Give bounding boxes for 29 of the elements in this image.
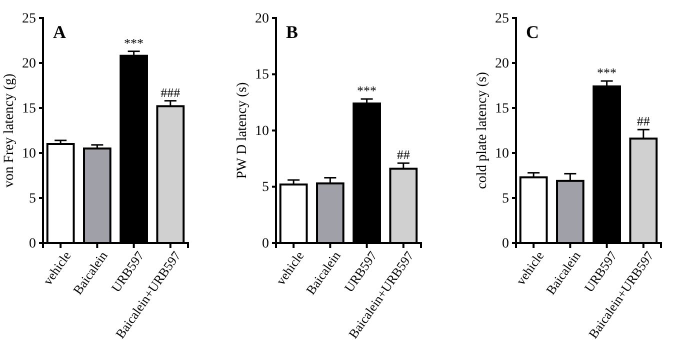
annotation: *** — [357, 83, 377, 98]
annotation: ## — [636, 114, 650, 129]
y-axis-title: PW D latency (s) — [235, 82, 250, 179]
y-tick-label: 20 — [255, 11, 269, 26]
y-tick-label: 15 — [255, 68, 269, 83]
annotation: ### — [160, 84, 181, 100]
y-tick-label: 25 — [22, 11, 36, 26]
annotation: ## — [396, 147, 410, 162]
y-tick-label: 0 — [502, 236, 509, 252]
y-tick-label: 10 — [255, 124, 269, 139]
y-tick-label: 15 — [495, 101, 509, 116]
y-tick-label: 5 — [502, 191, 509, 206]
y-tick-label: 5 — [262, 180, 269, 196]
y-tick-label: 0 — [262, 236, 269, 252]
y-axis-title: cold plate latency (s) — [475, 72, 490, 190]
y-axis-title: von Frey latency (g) — [2, 73, 17, 188]
annotation: *** — [597, 65, 617, 80]
y-tick-label: 25 — [495, 11, 509, 26]
annotation: C — [526, 22, 539, 42]
y-tick-label: 20 — [495, 56, 509, 72]
y-tick-label: 15 — [22, 101, 36, 116]
y-tick-label: 5 — [29, 191, 36, 206]
annotation: B — [286, 22, 298, 42]
y-tick-label: 0 — [29, 236, 36, 252]
annotation: A — [53, 22, 66, 42]
y-tick-label: 10 — [22, 146, 36, 162]
annotation: *** — [124, 35, 144, 50]
y-tick-label: 10 — [495, 146, 509, 162]
y-tick-label: 20 — [22, 56, 36, 72]
